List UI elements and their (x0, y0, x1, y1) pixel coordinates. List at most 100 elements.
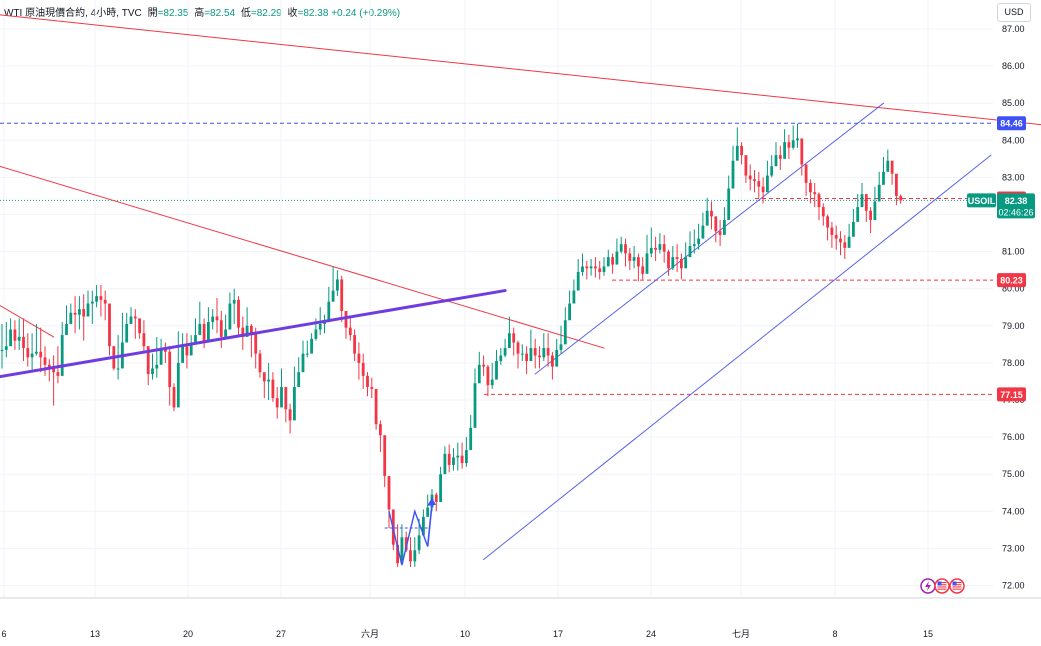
candle (516, 340, 520, 369)
candle-body (611, 257, 614, 265)
candle (271, 372, 275, 402)
candle (151, 353, 154, 380)
candle (735, 127, 739, 161)
candle-body (327, 301, 331, 323)
candle (542, 333, 546, 362)
candle-body (800, 138, 804, 165)
candle-body (688, 246, 692, 258)
candle (323, 314, 326, 334)
trend-line-lower-red-resistance[interactable] (0, 164, 605, 349)
flash-icon[interactable] (920, 578, 936, 594)
candle (43, 346, 47, 376)
us-flag-icon[interactable] (949, 578, 965, 594)
candle-body (439, 474, 442, 503)
candle-body (155, 364, 159, 369)
event-badges[interactable] (920, 578, 965, 594)
candle-body (228, 303, 232, 330)
candle (766, 160, 769, 193)
candle (611, 253, 614, 274)
candle-body (869, 210, 872, 221)
candle-body (237, 299, 240, 328)
candle (164, 342, 167, 363)
candle (615, 238, 619, 265)
last-price-bg (997, 193, 1035, 219)
y-tick-label: 80.00 (1002, 284, 1025, 294)
currency-button[interactable]: USD (997, 3, 1031, 22)
candle-body (258, 353, 262, 373)
symbol-tag-label: USOIL (968, 196, 996, 206)
candle (671, 246, 675, 271)
candle (4, 322, 8, 358)
candle (800, 138, 804, 176)
candle-body (856, 207, 860, 222)
candle (714, 216, 718, 243)
symbol-label[interactable]: WTI 原油現價合約, 4小時, TVC (4, 8, 142, 19)
badge-ring (949, 578, 965, 594)
trend-line-support-purple[interactable] (0, 289, 507, 379)
flag-stripe (937, 588, 947, 590)
candle-body (710, 210, 713, 217)
candle-body (692, 244, 696, 247)
candle-body (409, 550, 412, 562)
trend-line-upper-red-resistance[interactable] (0, 14, 1041, 136)
candle-body (95, 296, 98, 302)
trend-line-channel-lower[interactable] (483, 154, 992, 561)
candle (869, 207, 872, 234)
candle-body (17, 336, 21, 341)
candle (692, 229, 696, 254)
candle (215, 297, 219, 334)
candle-body (146, 346, 150, 375)
candle-body (602, 266, 606, 273)
candle (654, 236, 657, 261)
candle (310, 333, 313, 354)
price-tag: 84.46 (997, 116, 1026, 131)
candle-body (4, 346, 8, 350)
candle (284, 387, 288, 423)
high-value: =82.54 (204, 8, 236, 19)
candle-body (138, 318, 141, 334)
candle-body (374, 388, 378, 425)
candle (336, 270, 339, 297)
candle (146, 346, 150, 386)
time-axis[interactable]: 6 13 20 27 六月 10 17 24 七月 8 15 (1, 628, 933, 639)
zigzag-drawing[interactable] (388, 508, 429, 566)
candle-body (65, 323, 68, 336)
candle-body (288, 409, 292, 421)
candle (35, 323, 38, 356)
candle-body (245, 325, 249, 337)
candle-body (22, 336, 25, 349)
arrow-drawings[interactable] (384, 497, 436, 566)
candle (482, 355, 485, 376)
support-trend-lines[interactable] (0, 289, 507, 379)
candle (705, 197, 709, 226)
candle-body (254, 333, 258, 354)
candle-body (740, 145, 743, 156)
candle-body (460, 455, 464, 464)
x-tick-label: 8 (832, 629, 837, 639)
candle (778, 145, 782, 170)
candle-body (443, 453, 447, 475)
candle-body (331, 290, 335, 302)
candle (529, 329, 533, 362)
candle (305, 340, 309, 358)
trend-line-channel-upper[interactable] (534, 102, 884, 375)
trend-line-short-red-left[interactable] (0, 302, 55, 338)
candle (688, 231, 692, 258)
candle (843, 234, 847, 260)
arrow-up-drawing[interactable] (426, 503, 433, 547)
us-flag-icon[interactable] (934, 578, 950, 594)
candle-body (168, 351, 172, 388)
y-tick-label: 87.00 (1002, 24, 1025, 34)
candle (99, 284, 103, 317)
symbol-tag-bg (967, 193, 996, 208)
candle (895, 173, 898, 206)
candle (757, 171, 761, 198)
trend-lines[interactable] (0, 14, 1041, 561)
price-axis[interactable]: 87.0086.0085.0084.0083.0082.0081.0080.00… (1002, 24, 1025, 591)
candle-body (834, 234, 838, 239)
candle (834, 225, 838, 250)
candle (301, 340, 305, 373)
candle-body (791, 140, 795, 148)
candle (168, 346, 172, 406)
